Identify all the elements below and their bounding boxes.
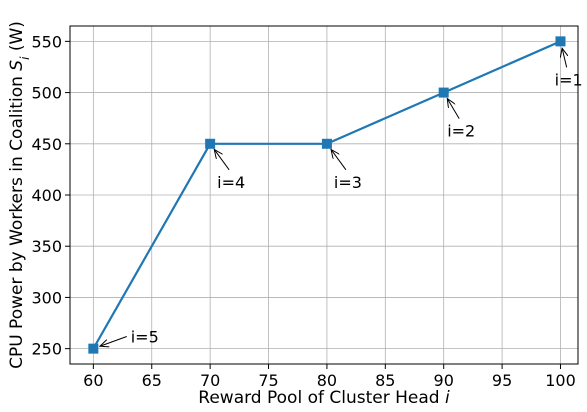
data-point-marker [438, 87, 449, 98]
y-axis-label-prefix: CPU Power by Workers in Coalition [7, 71, 27, 369]
annotation-label: i=4 [217, 173, 245, 192]
series-layer [88, 36, 566, 354]
y-axis-label-sub: i [18, 56, 32, 60]
grid-lines [70, 26, 578, 364]
annotation-label: i=3 [334, 173, 362, 192]
y-tick-label: 250 [31, 340, 62, 359]
data-point-marker [555, 36, 566, 47]
data-point-marker [321, 138, 332, 149]
y-tick-label: 350 [31, 237, 62, 256]
y-tick-label: 400 [31, 186, 62, 205]
y-tick-label: 500 [31, 84, 62, 103]
y-tick-label: 300 [31, 288, 62, 307]
x-axis-label-var: i [445, 388, 450, 408]
x-tick-label: 100 [545, 371, 576, 390]
x-tick-label: 85 [375, 371, 395, 390]
x-tick-label: 65 [142, 371, 162, 390]
x-tick-label: 90 [434, 371, 454, 390]
annotation-arrow [331, 149, 347, 171]
x-tick-label: 60 [83, 371, 103, 390]
x-tick-label: 95 [492, 371, 512, 390]
annotation-arrow [447, 99, 460, 119]
annotation-label: i=2 [447, 122, 475, 141]
x-tick-label: 75 [258, 371, 278, 390]
data-point-marker [205, 138, 216, 149]
y-tick-label: 550 [31, 32, 62, 51]
annotation-arrow [100, 336, 127, 346]
annotation-label: i=1 [555, 70, 583, 89]
y-tick-label: 450 [31, 135, 62, 154]
y-axis-label-suffix: (W) [7, 21, 27, 56]
x-tick-label: 70 [200, 371, 220, 390]
annotations-layer: i=5 i=4 i=3 i=2 i=1 [100, 48, 583, 346]
data-point-marker [88, 343, 99, 354]
y-axis-label-var: S [7, 60, 27, 71]
annotation-arrow [214, 149, 230, 171]
x-axis-label-prefix: Reward Pool of Cluster Head [198, 388, 445, 408]
annotation-arrow [562, 48, 567, 68]
x-axis-label: Reward Pool of Cluster Head i [198, 388, 450, 408]
y-axis-label: CPU Power by Workers in Coalition Si (W) [7, 21, 32, 369]
annotation-label: i=5 [131, 327, 159, 346]
x-tick-label: 80 [317, 371, 337, 390]
axis-ticks: 60 65 70 75 80 85 90 95 100 250 300 350 400 450 500 550 [31, 32, 575, 390]
